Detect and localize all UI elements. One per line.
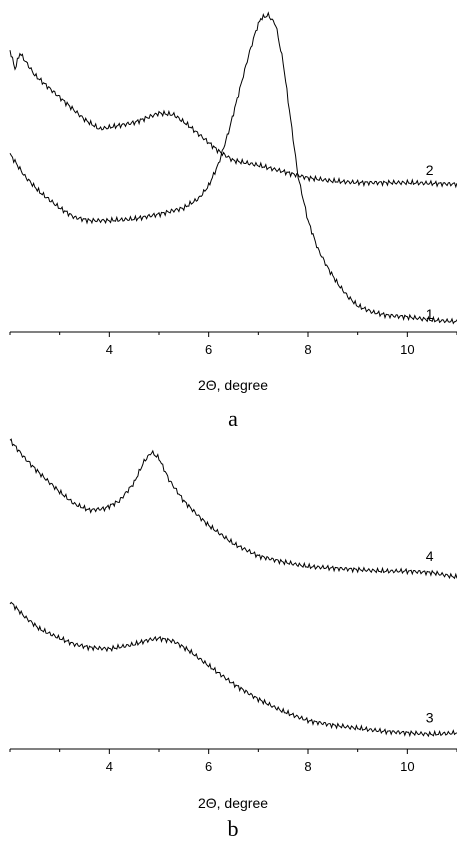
panel-a-ticks	[9, 332, 457, 337]
panel-a-tick-label-10: 10	[400, 342, 414, 357]
panel-b-tick-label-8: 8	[304, 759, 311, 774]
panel-b-x-axis-title: 2Θ, degree	[198, 795, 268, 811]
panel-b-series-3-line	[9, 601, 457, 738]
panel-a-series-1-line	[9, 11, 457, 325]
panel-a-tick-label-8: 8	[304, 342, 311, 357]
panel-a-tick-label-4: 4	[106, 342, 113, 357]
panel-a-tick-label-6: 6	[205, 342, 212, 357]
panel-b-curves	[9, 438, 457, 738]
panel-b-series-label-3: 3	[426, 710, 434, 726]
panel-a-curves	[9, 11, 457, 325]
panel-b-letter: b	[228, 816, 239, 841]
panel-b-series-label-4: 4	[426, 548, 434, 564]
panel-a-series-2-line	[9, 50, 457, 189]
panel-b-tick-label-6: 6	[205, 759, 212, 774]
panel-a-series-label-2: 2	[426, 162, 434, 178]
panel-b-tick-label-4: 4	[106, 759, 113, 774]
panel-b-tick-label-10: 10	[400, 759, 414, 774]
panel-a-letter: a	[228, 406, 238, 431]
panel-a-x-axis-title: 2Θ, degree	[198, 377, 268, 393]
panel-a-series-label-1: 1	[426, 306, 434, 322]
panel-b-series-4-line	[9, 438, 457, 580]
panel-b: 4 6 8 10 4 3 2Θ, degree b	[9, 438, 457, 841]
panel-a-tick-labels: 4 6 8 10	[106, 342, 415, 357]
panel-b-ticks	[9, 749, 457, 754]
panel-b-tick-labels: 4 6 8 10	[106, 759, 415, 774]
panel-a: 4 6 8 10 1 2 2Θ, degree a	[9, 11, 457, 431]
